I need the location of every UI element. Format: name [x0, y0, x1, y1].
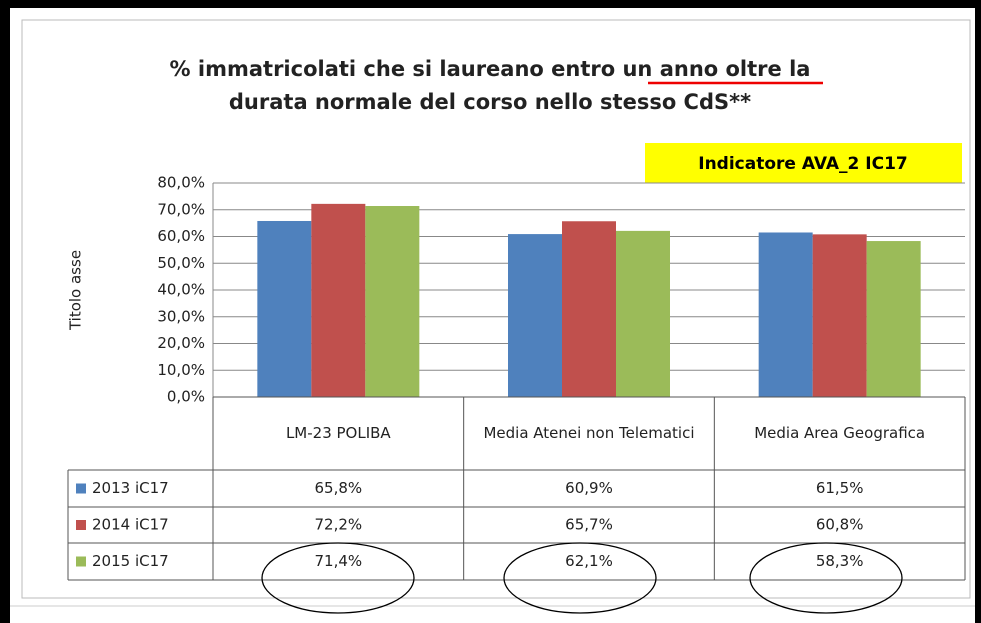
y-tick-label: 0,0%: [167, 388, 205, 406]
bar: [562, 221, 616, 397]
y-tick-label: 50,0%: [157, 254, 205, 272]
category-label: Media Area Geografica: [754, 424, 926, 442]
chart-title: % immatricolati che si laureano entro un…: [170, 57, 811, 81]
y-axis-title: Titolo asse: [67, 250, 85, 331]
legend-label: 2014 iC17: [92, 516, 169, 534]
bar: [508, 234, 562, 397]
bar: [257, 220, 312, 397]
y-tick-label: 30,0%: [157, 307, 205, 325]
bar: [866, 241, 921, 397]
legend-swatch: [76, 483, 86, 494]
annotation-box: [645, 143, 962, 183]
frame-right: [975, 0, 981, 623]
frame-top: [0, 0, 981, 8]
annotation: Indicatore AVA_2 IC17: [698, 154, 907, 174]
value-label: 65,8%: [315, 479, 363, 497]
value-label: 60,9%: [565, 479, 613, 497]
value-label: 65,7%: [565, 516, 613, 534]
value-label: 58,3%: [816, 552, 864, 570]
highlight-ellipse: [261, 542, 415, 614]
y-tick-label: 60,0%: [157, 227, 205, 245]
y-tick-label: 10,0%: [157, 361, 205, 379]
category-label: Media Atenei non Telematici: [483, 424, 695, 442]
legend-label: 2013 iC17: [92, 479, 169, 497]
bar: [365, 206, 420, 397]
highlight-ellipse: [503, 542, 657, 614]
legend-swatch: [76, 520, 86, 530]
bar: [758, 232, 813, 397]
frame-left: [0, 0, 10, 623]
y-tick-label: 20,0%: [157, 334, 205, 352]
y-tick-label: 70,0%: [157, 200, 205, 218]
chart-title: durata normale del corso nello stesso Cd…: [229, 90, 751, 114]
value-label: 60,8%: [816, 516, 864, 534]
bar: [812, 234, 867, 397]
legend-swatch: [76, 556, 86, 567]
legend-label: 2015 iC17: [92, 552, 169, 570]
value-label: 62,1%: [565, 552, 613, 570]
value-label: 72,2%: [315, 516, 363, 534]
value-label: 71,4%: [315, 552, 363, 570]
highlight-ellipse: [749, 542, 903, 614]
y-tick-label: 40,0%: [157, 281, 205, 299]
bar: [616, 230, 670, 397]
bar: [311, 203, 366, 397]
value-label: 61,5%: [816, 479, 864, 497]
y-tick-label: 80,0%: [157, 174, 205, 192]
category-label: LM-23 POLIBA: [285, 424, 391, 442]
